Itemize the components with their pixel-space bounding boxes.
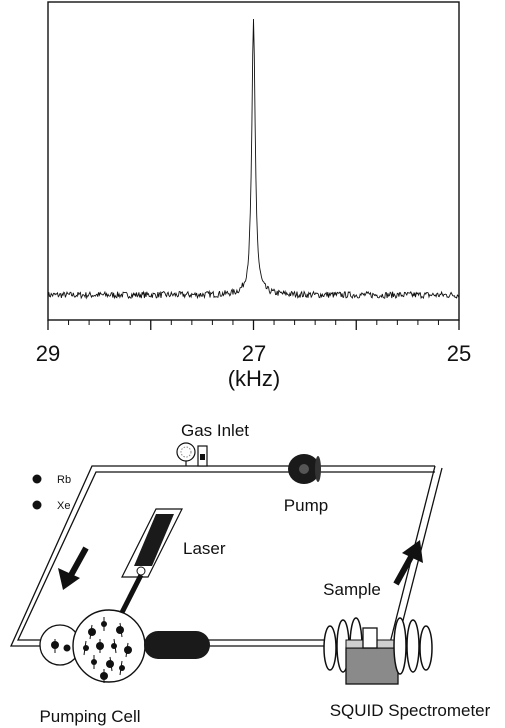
- squid-spectrometer-icon: [323, 617, 433, 685]
- gauge-icon: [176, 442, 196, 466]
- pump-icon: [288, 454, 321, 484]
- plot-frame: [47, 1, 460, 321]
- xe-atom: [96, 639, 104, 653]
- rb-atom: [91, 655, 97, 669]
- pumping-cell-icon: [72, 609, 146, 683]
- xe-atom: [116, 622, 124, 638]
- apparatus-diagram: Gas Inlet Pump Rb Xe: [9, 421, 491, 726]
- spectrum-panel: 29 27 25 (kHz): [36, 1, 471, 391]
- gas-tubing: [9, 465, 443, 647]
- squid-label: SQUID Spectrometer: [330, 701, 491, 720]
- magnet-capsule-icon: [144, 631, 210, 659]
- xe-atom: [106, 656, 114, 672]
- xe-atom: [124, 642, 132, 658]
- legend-rb-marker: [32, 474, 42, 484]
- x-ticks: [47, 320, 460, 330]
- xe-atom: [88, 624, 96, 640]
- gas-inlet-label: Gas Inlet: [181, 421, 249, 440]
- tick-label-29: 29: [36, 341, 60, 366]
- pump-label: Pump: [284, 496, 328, 515]
- pumping-cell-label: Pumping Cell: [39, 707, 140, 726]
- rb-atom: [101, 617, 107, 631]
- flow-arrow-up-icon: [393, 540, 423, 586]
- laser-label: Laser: [183, 539, 226, 558]
- x-axis-label: (kHz): [228, 366, 281, 391]
- sample-label: Sample: [323, 580, 381, 599]
- tick-label-25: 25: [447, 341, 471, 366]
- spectrum-trace: [47, 18, 460, 300]
- xe-atom: [100, 669, 108, 683]
- tick-label-27: 27: [242, 341, 266, 366]
- inlet-valve-icon: [197, 445, 208, 467]
- rb-atom: [111, 638, 117, 654]
- rb-atom: [83, 640, 89, 656]
- legend: Rb Xe: [32, 474, 71, 512]
- legend-xe-label: Xe: [57, 500, 70, 512]
- flow-arrow-down-icon: [58, 546, 89, 590]
- legend-xe-marker: [32, 500, 42, 510]
- rb-atom: [119, 660, 125, 676]
- legend-rb-label: Rb: [57, 474, 71, 486]
